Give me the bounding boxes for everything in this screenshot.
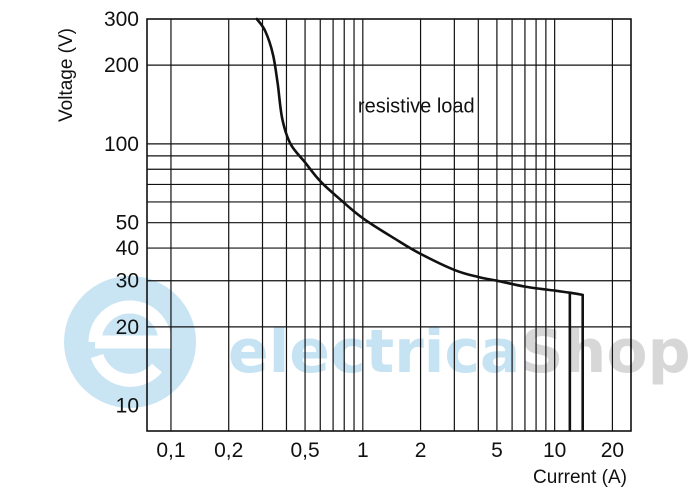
y-tick-label: 50 <box>116 212 139 235</box>
grid <box>147 19 631 431</box>
y-tick-label: 20 <box>116 316 139 339</box>
x-tick-label: 0,2 <box>214 439 243 462</box>
x-tick-label: 10 <box>543 439 566 462</box>
y-tick-label: 40 <box>116 237 139 260</box>
watermark: electricaShop <box>64 276 691 408</box>
x-axis-label: Current (A) <box>533 467 627 488</box>
y-tick-label: 200 <box>104 54 139 77</box>
y-tick-label: 100 <box>104 133 139 156</box>
annotation-resistive-load: resistive load <box>358 96 475 118</box>
x-tick-label: 1 <box>357 439 369 462</box>
series-curve <box>255 17 584 297</box>
watermark-text: electricaShop <box>228 317 691 387</box>
x-tick-label: 5 <box>491 439 503 462</box>
y-tick-label: 10 <box>116 395 139 418</box>
y-tick-label: 30 <box>116 270 139 293</box>
x-tick-label: 20 <box>601 439 624 462</box>
watermark-text-part1: electrica <box>228 317 520 387</box>
x-tick-label: 2 <box>415 439 427 462</box>
watermark-text-part2: Shop <box>520 317 690 387</box>
x-tick-label: 0,5 <box>290 439 319 462</box>
x-tick-labels: 0,1 0,2 0,5 1 2 5 10 20 <box>156 439 624 462</box>
plot-frame <box>146 18 632 432</box>
y-tick-label: 300 <box>104 8 139 31</box>
x-tick-label: 0,1 <box>156 439 185 462</box>
series-layer <box>255 17 584 431</box>
watermark-logo-e-icon <box>88 300 172 387</box>
y-axis-label: Voltage (V) <box>56 28 77 122</box>
